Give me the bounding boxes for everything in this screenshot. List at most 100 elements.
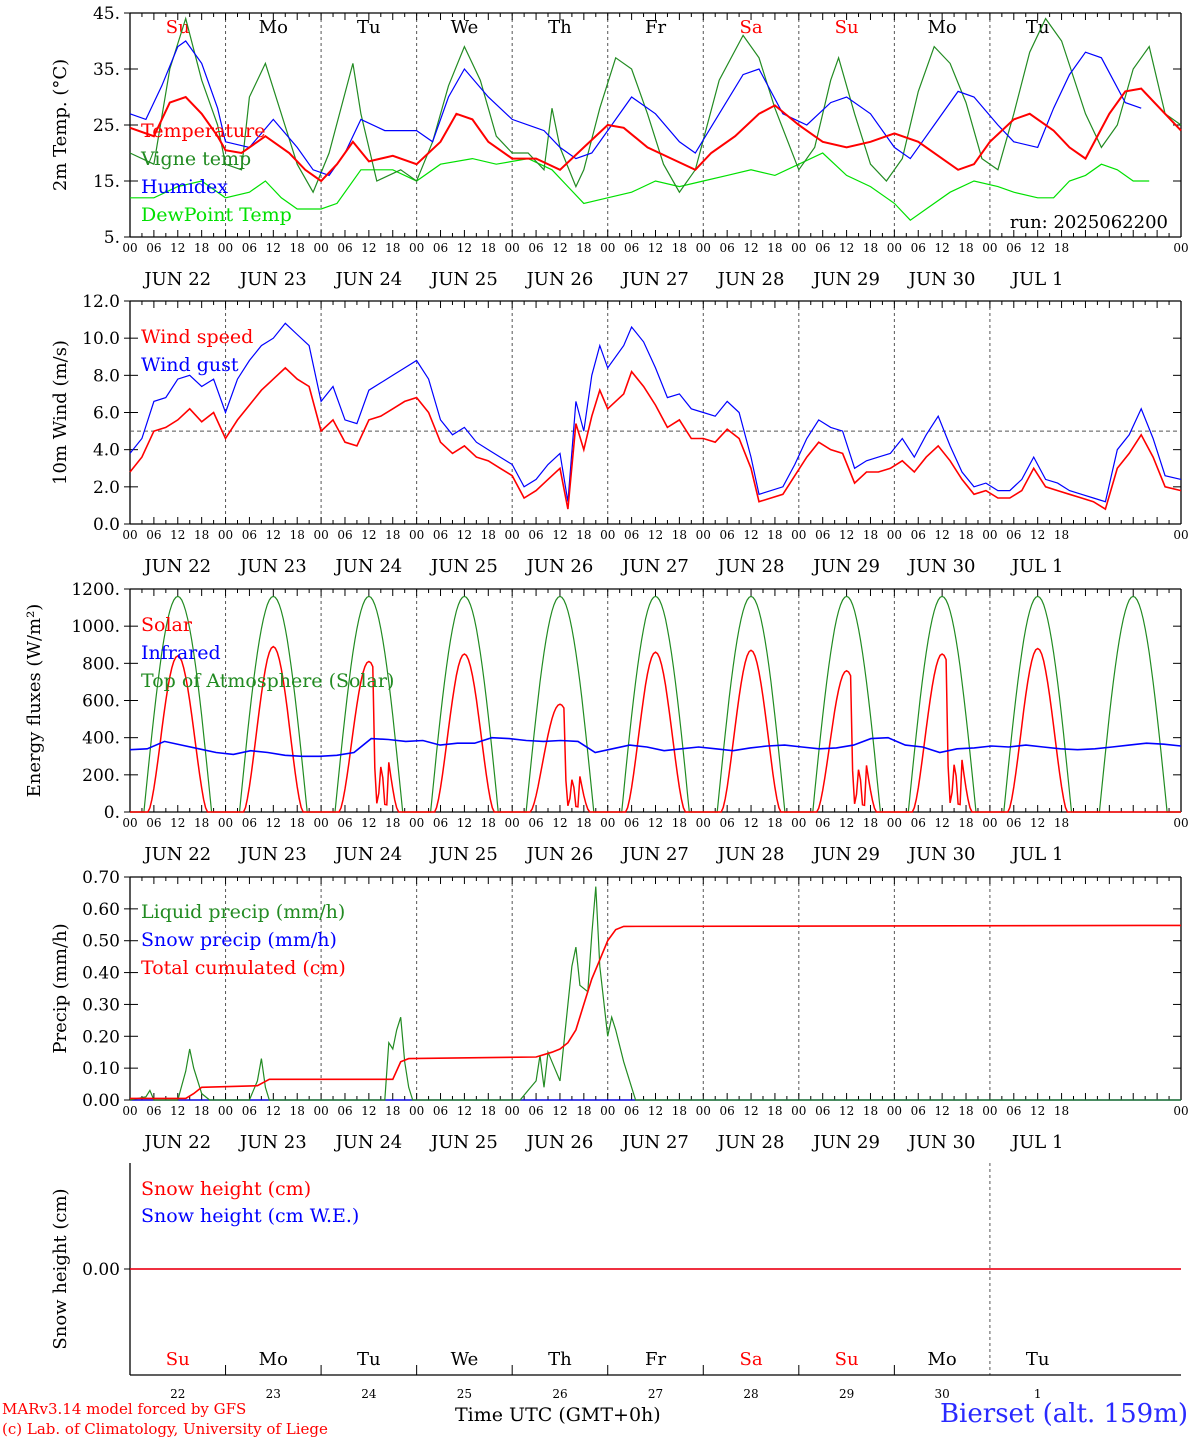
date-label: JUL 1 xyxy=(1010,844,1064,865)
hour-label: 06 xyxy=(720,1104,735,1118)
hour-label: 18 xyxy=(290,1104,305,1118)
hour-label: 18 xyxy=(767,528,782,542)
hour-label: 12 xyxy=(839,528,854,542)
weekday-label: Fr xyxy=(645,1349,666,1370)
weekday-label: Th xyxy=(548,1349,572,1370)
hour-label: 06 xyxy=(146,528,161,542)
hour-label: 00 xyxy=(122,528,137,542)
y-axis-title: Energy fluxes (W/m²) xyxy=(24,604,45,798)
date-label: JUN 26 xyxy=(525,844,594,865)
hour-label: 12 xyxy=(934,816,949,830)
y-tick-label: 6.0 xyxy=(93,404,120,424)
day-number: 29 xyxy=(839,1387,854,1401)
day-number: 25 xyxy=(457,1387,472,1401)
hour-label: 12 xyxy=(361,1104,376,1118)
hour-label: 06 xyxy=(433,241,448,255)
date-label: JUL 1 xyxy=(1010,269,1064,290)
date-label: JUN 27 xyxy=(620,1132,689,1153)
weekday-label: We xyxy=(451,17,479,38)
date-label: JUN 28 xyxy=(716,269,785,290)
hour-label: 00 xyxy=(600,1104,615,1118)
weekday-label: Th xyxy=(548,17,572,38)
y-tick-label: 1200. xyxy=(71,580,120,600)
y-tick-label: 12.0 xyxy=(82,292,120,312)
solar-line xyxy=(130,645,1181,813)
y-tick-label: 0. xyxy=(104,803,120,823)
hour-label: 00 xyxy=(791,816,806,830)
hour-label: 18 xyxy=(958,816,973,830)
y-tick-label: 2.0 xyxy=(93,478,120,498)
date-label: JUN 28 xyxy=(716,1132,785,1153)
legend-entry: Infrared xyxy=(141,642,221,664)
hour-label: 12 xyxy=(648,241,663,255)
legend-entry: Temperature xyxy=(141,120,265,142)
date-label: JUN 27 xyxy=(620,269,689,290)
model-credit: MARv3.14 model forced by GFS xyxy=(2,1400,247,1418)
hour-label: 06 xyxy=(337,528,352,542)
y-tick-label: 35. xyxy=(93,60,120,80)
hour-label: 12 xyxy=(170,528,185,542)
weekday-label: Sa xyxy=(740,17,763,38)
hour-label: 00 xyxy=(1173,1104,1188,1118)
y-tick-label: 0.0 xyxy=(93,515,120,535)
hour-label: 12 xyxy=(552,816,567,830)
hour-label: 00 xyxy=(313,528,328,542)
hour-label: 00 xyxy=(600,241,615,255)
hour-label: 00 xyxy=(505,1104,520,1118)
date-label: JUN 23 xyxy=(238,556,307,577)
date-label: JUN 23 xyxy=(238,269,307,290)
hour-label: 06 xyxy=(911,1104,926,1118)
hour-label: 06 xyxy=(146,1104,161,1118)
hour-label: 18 xyxy=(767,816,782,830)
y-axis-title: 10m Wind (m/s) xyxy=(50,340,71,485)
hour-label: 18 xyxy=(194,816,209,830)
hour-label: 00 xyxy=(409,528,424,542)
toa-solar-line xyxy=(130,595,1181,813)
hour-label: 18 xyxy=(290,528,305,542)
hour-label: 12 xyxy=(170,1104,185,1118)
hour-label: 06 xyxy=(242,1104,257,1118)
hour-label: 00 xyxy=(218,816,233,830)
hour-label: 06 xyxy=(433,1104,448,1118)
date-label: JUN 26 xyxy=(525,1132,594,1153)
hour-label: 00 xyxy=(600,816,615,830)
hour-label: 06 xyxy=(242,241,257,255)
hour-label: 06 xyxy=(146,816,161,830)
hour-label: 06 xyxy=(624,528,639,542)
hour-label: 12 xyxy=(934,1104,949,1118)
hour-label: 12 xyxy=(457,528,472,542)
hour-label: 06 xyxy=(1006,1104,1021,1118)
hour-label: 00 xyxy=(122,816,137,830)
hour-label: 06 xyxy=(624,1104,639,1118)
wind-gust-line xyxy=(129,322,1182,503)
hour-label: 00 xyxy=(887,1104,902,1118)
hour-label: 18 xyxy=(1054,528,1069,542)
hour-label: 18 xyxy=(576,1104,591,1118)
day-number: 22 xyxy=(170,1387,185,1401)
hour-label: 00 xyxy=(887,241,902,255)
hour-label: 12 xyxy=(648,816,663,830)
weekday-label: Fr xyxy=(645,17,666,38)
weekday-label: Su xyxy=(166,1349,190,1370)
temperature-panel: 00 06 12 18 00 06 12 18 00 06 12 18 00 06 12 18 00 06 12 18… xyxy=(50,4,1189,290)
hour-label: 00 xyxy=(982,528,997,542)
hour-label: 06 xyxy=(911,816,926,830)
date-label: JUN 25 xyxy=(429,556,498,577)
hour-label: 00 xyxy=(122,1104,137,1118)
hour-label: 06 xyxy=(528,1104,543,1118)
legend-entry: Wind gust xyxy=(141,354,239,376)
date-label: JUN 24 xyxy=(333,1132,402,1153)
hour-label: 12 xyxy=(170,241,185,255)
date-label: JUN 24 xyxy=(333,844,402,865)
day-number: 24 xyxy=(361,1387,377,1401)
hour-label: 12 xyxy=(266,1104,281,1118)
weekday-label: Mo xyxy=(259,1349,288,1370)
hour-label: 06 xyxy=(815,241,830,255)
legend-entry: DewPoint Temp xyxy=(141,204,292,226)
hour-label: 06 xyxy=(911,528,926,542)
hour-label: 12 xyxy=(839,816,854,830)
date-label: JUN 25 xyxy=(429,1132,498,1153)
hour-label: 06 xyxy=(720,528,735,542)
y-tick-label: 400. xyxy=(82,729,120,749)
hour-label: 00 xyxy=(409,816,424,830)
